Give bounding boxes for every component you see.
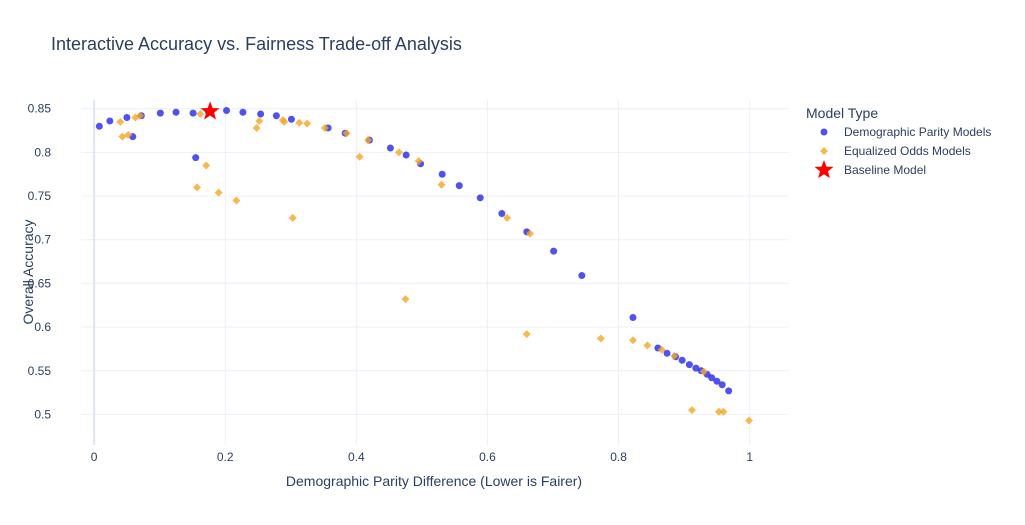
equalized-odds-point[interactable] xyxy=(687,406,696,415)
demographic-parity-point[interactable] xyxy=(272,112,280,120)
demographic-parity-point[interactable] xyxy=(678,356,686,364)
demographic-parity-point[interactable] xyxy=(402,151,410,159)
equalized-odds-point[interactable] xyxy=(320,123,329,132)
y-tick-label: 0.85 xyxy=(28,102,52,116)
equalized-odds-point[interactable] xyxy=(355,152,364,161)
equalized-odds-point[interactable] xyxy=(643,341,652,350)
y-tick-label: 0.7 xyxy=(34,233,51,247)
y-axis-ticks: 0.5 0.55 0.6 0.65 0.7 0.75 0.8 0.85 xyxy=(28,102,52,422)
legend: Model Type Demographic Parity Models Equa… xyxy=(806,105,991,179)
equalized-odds-point[interactable] xyxy=(670,351,679,360)
legend-swatch-baseline xyxy=(814,160,834,179)
equalized-odds-point[interactable] xyxy=(628,336,637,345)
equalized-odds-point[interactable] xyxy=(214,188,223,197)
equalized-odds-point[interactable] xyxy=(503,213,512,222)
chart-title: Interactive Accuracy vs. Fairness Trade-… xyxy=(51,34,462,54)
baseline-model-point[interactable] xyxy=(200,101,220,120)
plot-area-marks[interactable] xyxy=(95,101,754,425)
equalized-odds-point[interactable] xyxy=(232,196,241,205)
demographic-parity-point[interactable] xyxy=(438,170,446,178)
equalized-odds-point[interactable] xyxy=(526,229,535,238)
y-tick-label: 0.6 xyxy=(34,320,51,334)
equalized-odds-point[interactable] xyxy=(437,180,446,189)
equalized-odds-point[interactable] xyxy=(295,118,304,127)
demographic-parity-point[interactable] xyxy=(692,364,700,372)
equalized-odds-point[interactable] xyxy=(280,117,289,126)
demographic-parity-point[interactable] xyxy=(156,109,164,117)
equalized-odds-point[interactable] xyxy=(124,130,133,139)
demographic-parity-point[interactable] xyxy=(578,272,586,280)
demographic-parity-point[interactable] xyxy=(192,154,200,162)
demographic-parity-point[interactable] xyxy=(123,113,131,121)
equalized-odds-point[interactable] xyxy=(136,111,144,120)
demographic-parity-point[interactable] xyxy=(172,108,180,116)
demographic-parity-point[interactable] xyxy=(386,144,394,152)
demographic-parity-point[interactable] xyxy=(629,313,637,321)
demographic-parity-point[interactable] xyxy=(663,349,671,357)
y-tick-label: 0.5 xyxy=(34,407,51,421)
x-tick-label: 0 xyxy=(91,450,98,464)
equalized-odds-point[interactable] xyxy=(401,295,410,304)
x-axis-title: Demographic Parity Difference (Lower is … xyxy=(286,473,582,489)
demographic-parity-point[interactable] xyxy=(95,122,103,130)
y-tick-label: 0.8 xyxy=(34,145,51,159)
demographic-parity-point[interactable] xyxy=(257,110,265,118)
y-tick-label: 0.65 xyxy=(28,276,52,290)
x-tick-label: 0.8 xyxy=(610,450,627,464)
equalized-odds-point[interactable] xyxy=(255,116,264,125)
equalized-odds-point[interactable] xyxy=(252,123,261,132)
legend-swatch-demographic-parity xyxy=(820,128,828,136)
equalized-odds-point[interactable] xyxy=(657,345,666,354)
legend-swatch-equalized-odds xyxy=(820,147,828,155)
equalized-odds-point[interactable] xyxy=(202,161,211,170)
equalized-odds-point[interactable] xyxy=(522,330,531,339)
y-tick-label: 0.55 xyxy=(28,364,52,378)
grid xyxy=(81,100,789,445)
equalized-odds-point[interactable] xyxy=(342,129,351,138)
equalized-odds-point[interactable] xyxy=(714,407,723,416)
demographic-parity-point[interactable] xyxy=(685,361,693,369)
equalized-odds-point[interactable] xyxy=(394,148,403,157)
demographic-parity-point[interactable] xyxy=(550,247,558,255)
equalized-odds-point[interactable] xyxy=(118,132,127,141)
x-axis-ticks: 0 0.2 0.4 0.6 0.8 1 xyxy=(91,450,754,464)
demographic-parity-point[interactable] xyxy=(498,210,506,218)
demographic-parity-point[interactable] xyxy=(287,115,295,123)
x-tick-label: 1 xyxy=(746,450,753,464)
equalized-odds-point[interactable] xyxy=(364,136,373,145)
equalized-odds-point[interactable] xyxy=(288,213,297,222)
x-tick-label: 0.6 xyxy=(479,450,496,464)
demographic-parity-point[interactable] xyxy=(189,109,197,117)
demographic-parity-point[interactable] xyxy=(713,377,721,385)
demographic-parity-point[interactable] xyxy=(239,108,247,116)
demographic-parity-point[interactable] xyxy=(476,194,484,202)
demographic-parity-point[interactable] xyxy=(106,117,114,125)
equalized-odds-point[interactable] xyxy=(414,157,423,166)
equalized-odds-point[interactable] xyxy=(745,416,754,425)
legend-title: Model Type xyxy=(806,105,878,121)
x-tick-label: 0.4 xyxy=(348,450,365,464)
legend-label[interactable]: Equalized Odds Models xyxy=(844,144,971,158)
x-tick-label: 0.2 xyxy=(217,450,234,464)
demographic-parity-point[interactable] xyxy=(708,374,716,382)
demographic-parity-point[interactable] xyxy=(718,381,726,389)
demographic-parity-point[interactable] xyxy=(455,182,463,190)
legend-label[interactable]: Baseline Model xyxy=(844,163,926,177)
equalized-odds-point[interactable] xyxy=(596,334,605,343)
demographic-parity-point[interactable] xyxy=(725,387,733,395)
demographic-parity-point[interactable] xyxy=(223,106,231,114)
y-axis-title: Overall Accuracy xyxy=(20,219,36,324)
equalized-odds-point[interactable] xyxy=(699,367,708,376)
y-tick-label: 0.75 xyxy=(28,189,52,203)
equalized-odds-point[interactable] xyxy=(303,119,312,128)
equalized-odds-point[interactable] xyxy=(116,117,125,126)
equalized-odds-point[interactable] xyxy=(196,109,205,118)
equalized-odds-point[interactable] xyxy=(719,407,728,416)
legend-label[interactable]: Demographic Parity Models xyxy=(844,125,991,139)
equalized-odds-point[interactable] xyxy=(193,183,202,192)
